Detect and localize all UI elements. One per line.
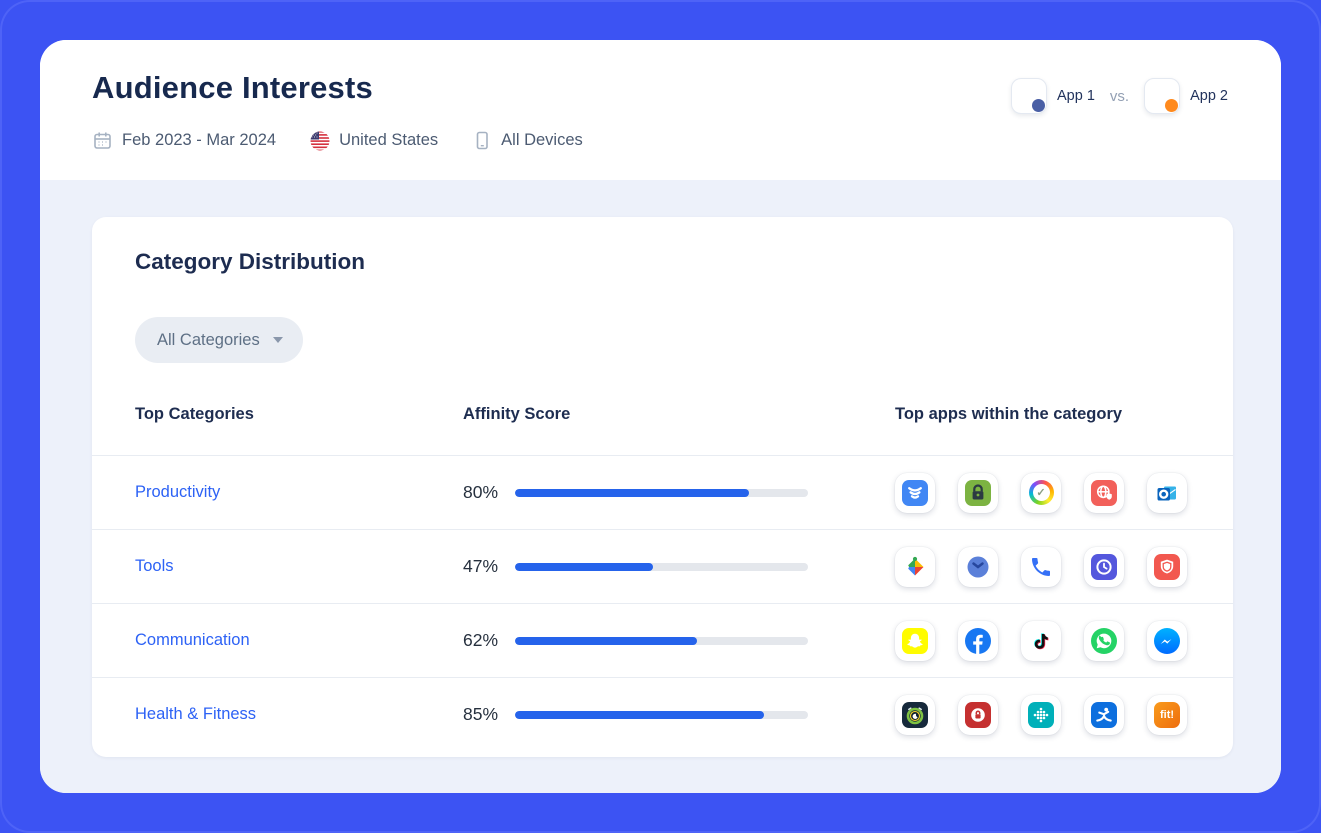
- date-range-filter[interactable]: Feb 2023 - Mar 2024: [92, 130, 276, 151]
- table-row: Tools 47%: [92, 529, 1233, 603]
- date-range-label: Feb 2023 - Mar 2024: [122, 131, 277, 149]
- page-body: Category Distribution All Categories Top…: [40, 180, 1281, 793]
- alarm-rings-app-icon[interactable]: [895, 694, 935, 735]
- fitbit-app-icon[interactable]: [1021, 694, 1061, 735]
- category-link-productivity[interactable]: Productivity: [135, 483, 221, 501]
- category-distribution-card: Category Distribution All Categories Top…: [92, 217, 1233, 757]
- category-dropdown[interactable]: All Categories: [135, 317, 303, 363]
- affinity-percent: 85%: [463, 704, 499, 724]
- top-apps-cell: [895, 546, 1189, 587]
- messenger-app-icon[interactable]: [1147, 620, 1187, 661]
- table-row: Communication 62%: [92, 603, 1233, 677]
- indigo-clock-app-icon[interactable]: [1084, 546, 1124, 587]
- table-row: Productivity 80%: [92, 455, 1233, 529]
- app2-label: App 2: [1190, 88, 1228, 104]
- affinity-bar-track: [515, 710, 808, 719]
- app-comparison: App 1 vs. App 2: [1011, 78, 1228, 114]
- filter-bar: Feb 2023 - Mar 2024: [92, 130, 583, 151]
- snapchat-app-icon[interactable]: [895, 620, 935, 661]
- chevron-down-icon: [272, 337, 283, 343]
- calendar-icon: [92, 130, 113, 151]
- app2-color-dot: [1165, 99, 1179, 112]
- affinity-bar-fill: [515, 636, 697, 645]
- country-filter[interactable]: United States: [310, 131, 438, 151]
- col-header-affinity: Affinity Score: [463, 405, 571, 423]
- category-link-communication[interactable]: Communication: [135, 631, 250, 649]
- device-icon: [472, 130, 492, 151]
- top-apps-cell: ✓: [895, 472, 1189, 513]
- affinity-percent: 47%: [463, 556, 499, 576]
- category-link-tools[interactable]: Tools: [135, 557, 174, 575]
- col-header-categories: Top Categories: [135, 405, 254, 423]
- affinity-score-cell: 80%: [463, 482, 895, 503]
- page-title: Audience Interests: [92, 70, 373, 105]
- affinity-bar-fill: [515, 562, 653, 571]
- category-dropdown-value: All Categories: [157, 330, 260, 349]
- fit-exclaim-app-icon[interactable]: fit!: [1147, 694, 1187, 735]
- shield-stack-app-icon[interactable]: [895, 472, 935, 513]
- play-services-app-icon[interactable]: [895, 546, 935, 587]
- rainbow-clock-check-app-icon[interactable]: ✓: [1021, 472, 1061, 513]
- green-padlock-app-icon[interactable]: [958, 472, 998, 513]
- affinity-bar-fill: [515, 488, 750, 497]
- country-label: United States: [339, 131, 439, 149]
- app1-label: App 1: [1057, 88, 1095, 104]
- device-label: All Devices: [501, 131, 583, 149]
- globe-shield-app-icon[interactable]: [1084, 472, 1124, 513]
- col-header-apps: Top apps within the category: [895, 405, 1123, 423]
- affinity-score-cell: 62%: [463, 630, 895, 651]
- page-header: Audience Interests Feb 2023 - Mar 2024: [40, 40, 1281, 180]
- tiktok-app-icon[interactable]: [1021, 620, 1061, 661]
- myfitnesspal-app-icon[interactable]: [1084, 694, 1124, 735]
- fit-badge-label: fit!: [1154, 701, 1180, 728]
- app-window: Audience Interests Feb 2023 - Mar 2024: [40, 40, 1281, 793]
- affinity-percent: 80%: [463, 482, 499, 502]
- blue-clock-app-icon[interactable]: [958, 546, 998, 587]
- category-table: Top Categories Affinity Score Top apps w…: [92, 405, 1233, 757]
- category-link-health-fitness[interactable]: Health & Fitness: [135, 705, 257, 723]
- affinity-bar-track: [515, 488, 808, 497]
- vs-label: vs.: [1109, 87, 1130, 105]
- top-apps-cell: fit!: [895, 694, 1189, 735]
- app2-placeholder[interactable]: [1144, 78, 1181, 114]
- affinity-bar-track: [515, 636, 808, 645]
- red-shield-app-icon[interactable]: [1147, 546, 1187, 587]
- affinity-bar-fill: [515, 710, 765, 719]
- affinity-percent: 62%: [463, 630, 499, 650]
- top-apps-cell: [895, 620, 1189, 661]
- table-row: Health & Fitness 85%: [92, 677, 1233, 751]
- table-header-row: Top Categories Affinity Score Top apps w…: [92, 405, 1233, 455]
- red-lock-circle-app-icon[interactable]: [958, 694, 998, 735]
- facebook-app-icon[interactable]: [958, 620, 998, 661]
- card-title: Category Distribution: [135, 249, 366, 274]
- phone-dialer-app-icon[interactable]: [1021, 546, 1061, 587]
- app1-placeholder[interactable]: [1011, 78, 1048, 114]
- affinity-score-cell: 85%: [463, 704, 895, 725]
- affinity-score-cell: 47%: [463, 556, 895, 577]
- whatsapp-app-icon[interactable]: [1084, 620, 1124, 661]
- us-flag-icon: [310, 131, 330, 151]
- outlook-app-icon[interactable]: [1147, 472, 1187, 513]
- affinity-bar-track: [515, 562, 808, 571]
- device-filter[interactable]: All Devices: [472, 130, 583, 151]
- app1-color-dot: [1032, 99, 1046, 112]
